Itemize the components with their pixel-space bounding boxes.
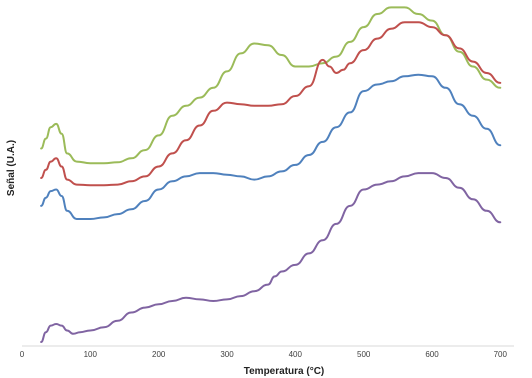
x-tick-label: 300 <box>220 350 234 359</box>
series-line-1 <box>40 6 502 165</box>
series-layer <box>40 6 502 343</box>
series-line-4 <box>40 172 502 343</box>
x-tick-label: 100 <box>84 350 98 359</box>
x-tick-label: 400 <box>289 350 303 359</box>
series-line-3 <box>40 73 502 220</box>
x-tick-label: 200 <box>152 350 166 359</box>
x-axis-title: Temperatura (°C) <box>244 366 325 377</box>
x-tick-label: 500 <box>357 350 371 359</box>
x-tick-label: 700 <box>494 350 508 359</box>
series-line-2 <box>40 21 502 187</box>
x-tick-layer: 0 100 200 300 400 500 600 700 <box>20 350 508 359</box>
y-axis-title: Señal (U.A.) <box>6 140 17 196</box>
x-tick-label: 600 <box>425 350 439 359</box>
x-tick-label: 0 <box>20 350 25 359</box>
